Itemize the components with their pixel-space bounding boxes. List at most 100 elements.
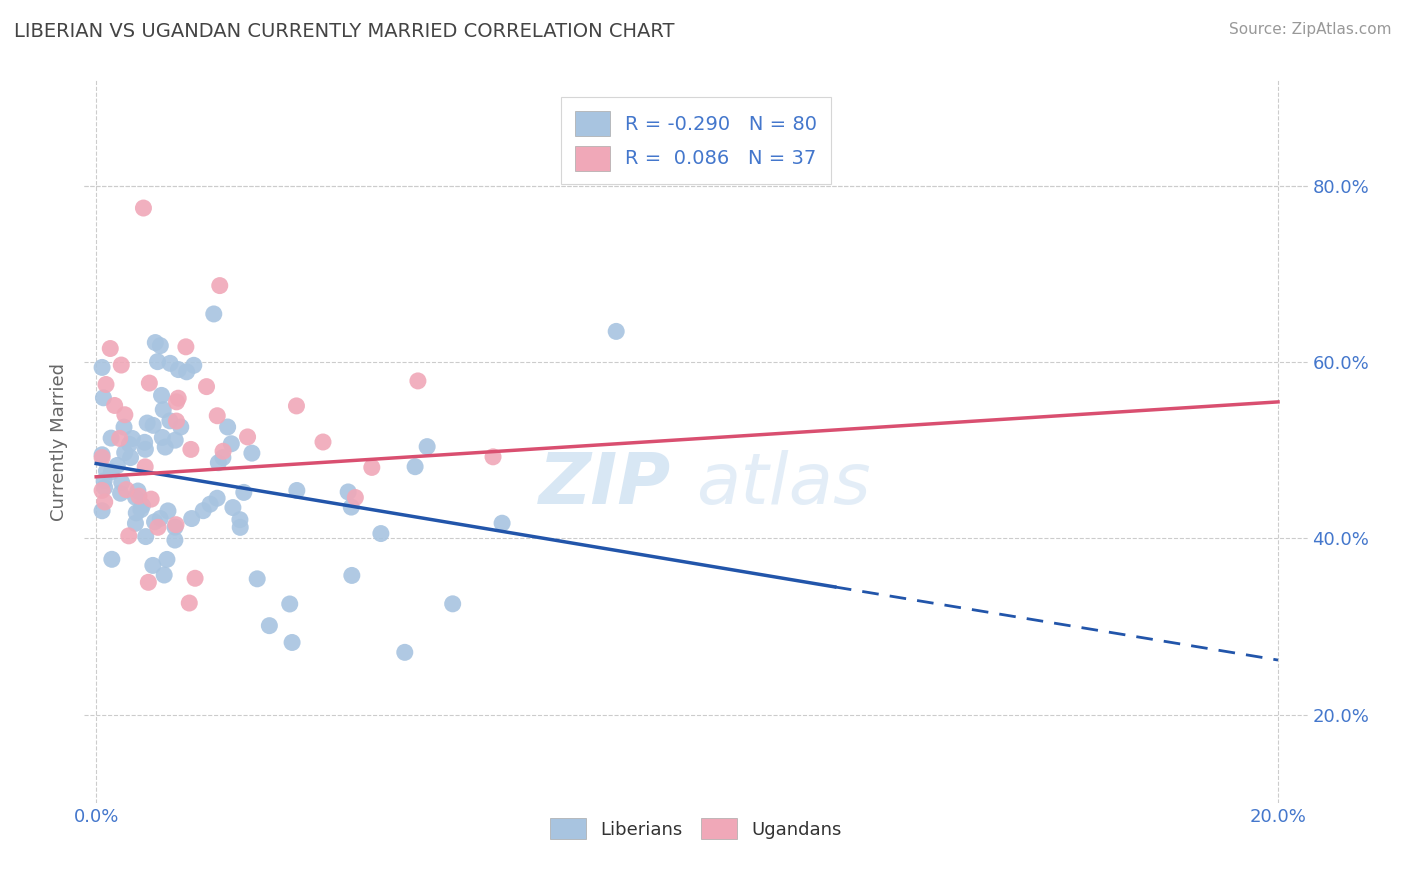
- Point: [174, 340, 197, 354]
- Legend: Liberians, Ugandans: Liberians, Ugandans: [541, 809, 851, 848]
- Point: [98, 342, 121, 356]
- Point: [93, 495, 115, 509]
- Point: [125, 506, 148, 520]
- Point: [121, 432, 143, 446]
- Point: [312, 435, 335, 450]
- Point: [115, 483, 138, 497]
- Point: [91, 504, 114, 518]
- Point: [165, 414, 187, 428]
- Point: [232, 485, 254, 500]
- Point: [491, 516, 513, 531]
- Point: [108, 431, 131, 445]
- Point: [114, 408, 136, 422]
- Point: [93, 474, 115, 488]
- Point: [134, 442, 156, 457]
- Point: [170, 420, 193, 434]
- Point: [404, 459, 426, 474]
- Point: [138, 575, 160, 590]
- Text: atlas: atlas: [696, 450, 870, 519]
- Point: [212, 450, 235, 465]
- Point: [150, 430, 173, 444]
- Point: [111, 475, 134, 490]
- Point: [142, 418, 165, 433]
- Point: [166, 395, 188, 409]
- Point: [167, 362, 190, 376]
- Point: [159, 356, 181, 370]
- Point: [149, 338, 172, 352]
- Point: [229, 520, 252, 534]
- Point: [91, 448, 114, 462]
- Point: [165, 433, 187, 447]
- Point: [195, 379, 218, 393]
- Point: [129, 502, 152, 516]
- Point: [278, 597, 301, 611]
- Point: [124, 490, 146, 504]
- Point: [153, 440, 176, 454]
- Point: [93, 391, 115, 405]
- Point: [153, 568, 176, 582]
- Point: [202, 307, 225, 321]
- Point: [138, 376, 160, 390]
- Point: [221, 436, 243, 450]
- Text: LIBERIAN VS UGANDAN CURRENTLY MARRIED CORRELATION CHART: LIBERIAN VS UGANDAN CURRENTLY MARRIED CO…: [14, 22, 675, 41]
- Point: [344, 491, 367, 505]
- Point: [96, 464, 118, 478]
- Point: [184, 571, 207, 585]
- Point: [91, 450, 114, 465]
- Point: [135, 530, 157, 544]
- Point: [207, 456, 229, 470]
- Point: [149, 511, 172, 525]
- Point: [101, 552, 124, 566]
- Text: Source: ZipAtlas.com: Source: ZipAtlas.com: [1229, 22, 1392, 37]
- Point: [91, 360, 114, 375]
- Point: [131, 499, 153, 513]
- Point: [340, 568, 363, 582]
- Point: [205, 491, 228, 506]
- Point: [240, 446, 263, 460]
- Point: [152, 402, 174, 417]
- Point: [212, 444, 235, 458]
- Point: [337, 485, 360, 500]
- Point: [150, 388, 173, 402]
- Point: [94, 377, 117, 392]
- Point: [165, 517, 187, 532]
- Point: [114, 445, 136, 459]
- Point: [134, 459, 156, 474]
- Point: [259, 618, 281, 632]
- Point: [143, 515, 166, 529]
- Point: [105, 458, 128, 473]
- Point: [180, 442, 202, 457]
- Point: [136, 416, 159, 430]
- Y-axis label: Currently Married: Currently Married: [51, 362, 69, 521]
- Point: [141, 492, 163, 507]
- Point: [482, 450, 505, 464]
- Point: [207, 409, 229, 423]
- Point: [163, 533, 186, 547]
- Point: [110, 358, 132, 372]
- Point: [198, 497, 221, 511]
- Point: [394, 645, 416, 659]
- Point: [112, 420, 135, 434]
- Point: [156, 552, 179, 566]
- Point: [91, 483, 114, 498]
- Point: [217, 420, 239, 434]
- Point: [159, 414, 181, 428]
- Point: [100, 431, 122, 445]
- Point: [110, 486, 132, 500]
- Point: [370, 526, 392, 541]
- Point: [229, 513, 252, 527]
- Point: [236, 430, 259, 444]
- Point: [120, 450, 142, 465]
- Point: [285, 399, 308, 413]
- Point: [208, 278, 231, 293]
- Point: [281, 635, 304, 649]
- Point: [246, 572, 269, 586]
- Point: [93, 480, 115, 494]
- Point: [156, 504, 179, 518]
- Point: [179, 596, 201, 610]
- Point: [118, 437, 141, 451]
- Point: [163, 520, 186, 534]
- Point: [222, 500, 245, 515]
- Point: [104, 399, 127, 413]
- Point: [132, 201, 155, 215]
